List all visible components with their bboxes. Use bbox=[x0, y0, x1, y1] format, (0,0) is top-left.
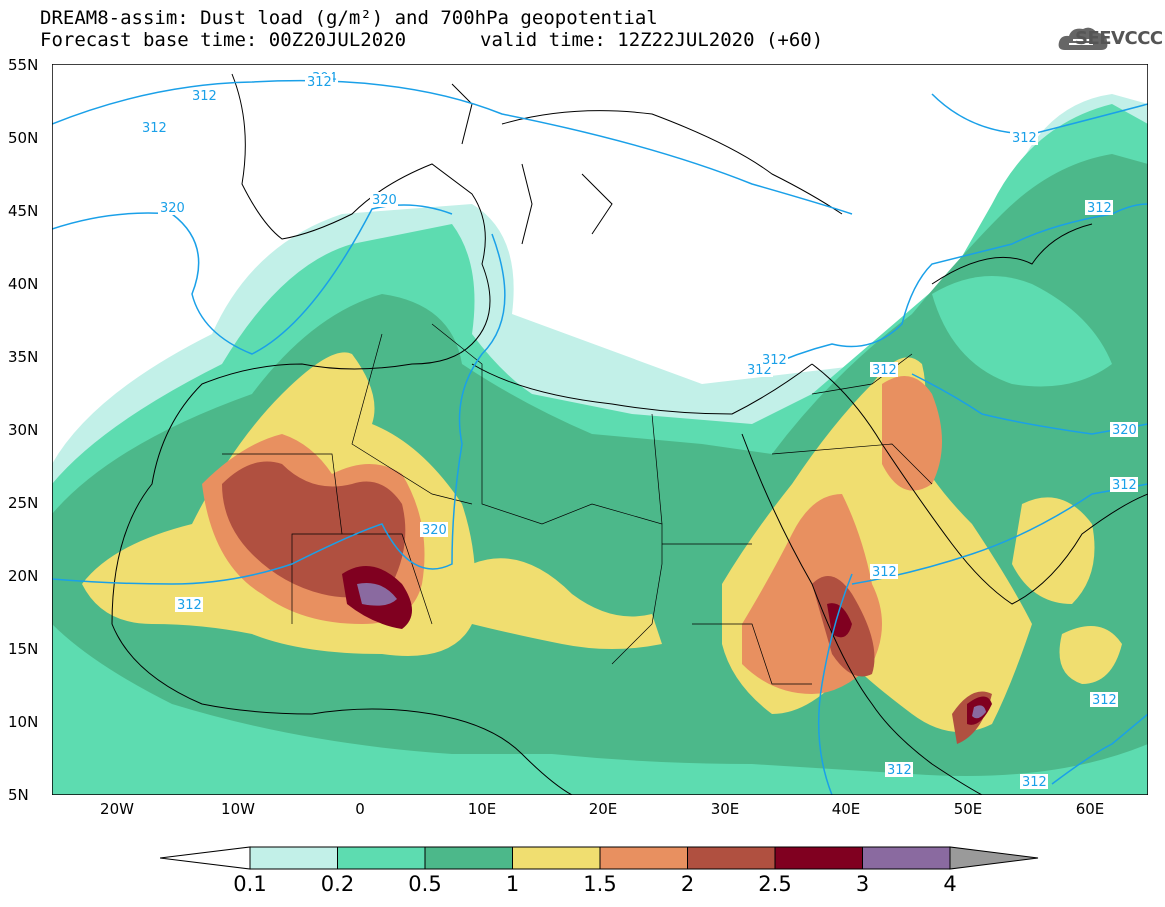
dust-band-yellow-se bbox=[1059, 626, 1122, 684]
colorbar-level-label: 0.1 bbox=[233, 872, 267, 896]
lon-label: 20E bbox=[588, 800, 618, 818]
geopotential-contours bbox=[52, 79, 1148, 795]
colorbar-segment bbox=[337, 846, 426, 870]
colorbar-under-arrow bbox=[160, 846, 251, 870]
colorbar-level-label: 1.5 bbox=[583, 872, 617, 896]
contour-label: 312 bbox=[872, 565, 897, 580]
contour-label: 312 bbox=[1112, 478, 1137, 493]
contour-label: 312 bbox=[1092, 693, 1117, 708]
dust-band-yellow-arabia bbox=[1012, 497, 1095, 604]
dust-band-orange-ne bbox=[882, 376, 942, 491]
colorbar-segment bbox=[599, 846, 688, 870]
lat-label: 20N bbox=[8, 567, 39, 585]
lat-label: 10N bbox=[8, 713, 39, 731]
contour-label: 312 bbox=[1012, 131, 1037, 146]
lon-label: 0 bbox=[355, 800, 365, 818]
colorbar-segment bbox=[249, 846, 338, 870]
lon-label: 40E bbox=[831, 800, 861, 818]
logo-text: SEEVCCC bbox=[1075, 28, 1163, 49]
forecast-base-time: Forecast base time: 00Z20JUL2020 bbox=[40, 29, 407, 51]
contour-label: 312 bbox=[192, 89, 217, 104]
contour-labels: 3123123043123203203123123123123123123123… bbox=[140, 70, 1138, 790]
colorbar-segment bbox=[512, 846, 601, 870]
contour-label: 320 bbox=[422, 523, 447, 538]
colorbar-level-label: 0.2 bbox=[320, 872, 355, 896]
lat-label: 50N bbox=[8, 129, 39, 147]
dust-band-yellow-central bbox=[472, 558, 662, 649]
colorbar-level-label: 1 bbox=[505, 872, 520, 896]
contour-label: 312 bbox=[762, 353, 787, 368]
country-borders bbox=[222, 323, 933, 685]
colorbar-over-arrow bbox=[949, 846, 1039, 870]
lon-label: 10W bbox=[221, 800, 255, 818]
lat-label: 25N bbox=[8, 494, 39, 512]
colorbar-segment bbox=[862, 846, 951, 870]
colorbar-level-label: 2.5 bbox=[758, 872, 792, 896]
lat-label: 30N bbox=[8, 421, 39, 439]
colorbar-level-label: 3 bbox=[855, 872, 870, 896]
dust-patch-light-ne bbox=[932, 276, 1112, 387]
contour-label: 312 bbox=[1022, 775, 1047, 790]
lon-label: 10E bbox=[467, 800, 497, 818]
dust-band-purple-se bbox=[972, 705, 986, 719]
lon-label: 20W bbox=[100, 800, 134, 818]
lat-label: 5N bbox=[8, 786, 29, 804]
contour-label: 320 bbox=[1112, 423, 1137, 438]
colorbar-segment bbox=[687, 846, 776, 870]
lat-label: 45N bbox=[8, 202, 39, 220]
colorbar-segment bbox=[424, 846, 513, 870]
lat-label: 35N bbox=[8, 348, 39, 366]
contour-label: 312 bbox=[887, 763, 912, 778]
lon-label: 50E bbox=[953, 800, 983, 818]
lat-label: 55N bbox=[8, 56, 39, 74]
dust-band-purple bbox=[357, 583, 397, 606]
dust-band-brown-west bbox=[222, 461, 406, 598]
contour-label: 312 bbox=[177, 598, 202, 613]
contour-label: 320 bbox=[372, 193, 397, 208]
cloud-logo-icon bbox=[1058, 27, 1108, 50]
valid-time: valid time: 12Z22JUL2020 (+60) bbox=[480, 29, 824, 51]
colorbar-level-label: 2 bbox=[680, 872, 695, 896]
coastlines bbox=[111, 73, 1148, 795]
dust-field bbox=[52, 94, 1148, 795]
lon-label: 30E bbox=[710, 800, 740, 818]
contour-label: 312 bbox=[1087, 201, 1112, 216]
map-plot: 3123123043123203203123123123123123123123… bbox=[52, 64, 1148, 795]
lat-label: 15N bbox=[8, 640, 39, 658]
contour-label: 312 bbox=[142, 121, 167, 136]
colorbar bbox=[160, 846, 1039, 870]
contour-label: 320 bbox=[160, 201, 185, 216]
lon-label: 60E bbox=[1075, 800, 1105, 818]
colorbar-level-label: 4 bbox=[943, 872, 957, 896]
lat-label: 40N bbox=[8, 275, 39, 293]
contour-label: 312 bbox=[872, 363, 897, 378]
contour-label: 312 bbox=[307, 75, 332, 90]
colorbar-level-label: 0.5 bbox=[408, 872, 442, 896]
colorbar-segment bbox=[774, 846, 863, 870]
map-title: DREAM8-assim: Dust load (g/m²) and 700hP… bbox=[40, 7, 658, 29]
